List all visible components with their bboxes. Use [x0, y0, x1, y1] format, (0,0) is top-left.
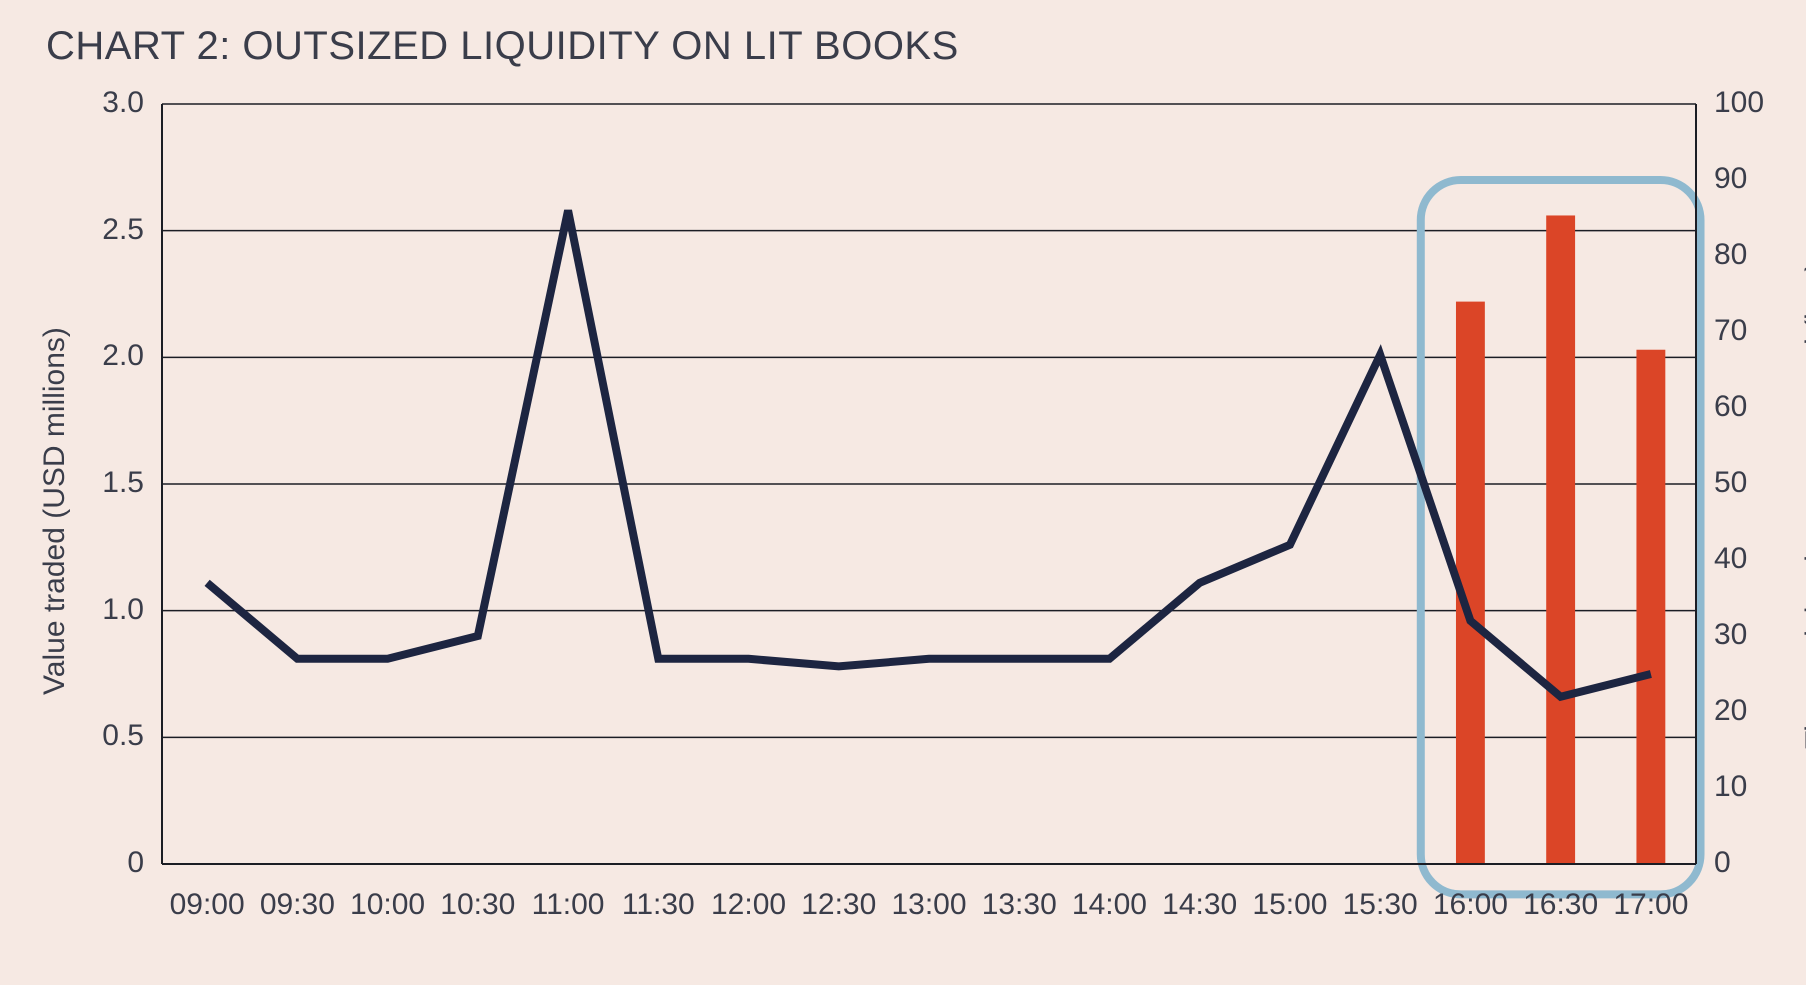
y-right-tick: 10 — [1714, 770, 1747, 804]
y-right-tick: 60 — [1714, 390, 1747, 424]
spread-line — [207, 210, 1651, 696]
y-left-tick: 1.0 — [102, 593, 144, 627]
x-tick: 09:30 — [252, 888, 342, 922]
x-tick: 14:30 — [1155, 888, 1245, 922]
x-tick: 13:30 — [974, 888, 1064, 922]
x-tick: 17:00 — [1606, 888, 1696, 922]
x-tick: 10:30 — [433, 888, 523, 922]
y-right-tick: 30 — [1714, 618, 1747, 652]
y-right-tick: 70 — [1714, 314, 1747, 348]
x-tick: 12:30 — [794, 888, 884, 922]
y-right-tick: 0 — [1714, 846, 1731, 880]
y-axis-right-label: Time weighted average spread (bps) — [1800, 262, 1806, 749]
y-right-tick: 90 — [1714, 162, 1747, 196]
line-series — [207, 210, 1651, 696]
x-tick: 14:00 — [1064, 888, 1154, 922]
x-tick: 16:30 — [1516, 888, 1606, 922]
x-tick: 11:30 — [613, 888, 703, 922]
x-tick: 15:00 — [1245, 888, 1335, 922]
y-right-tick: 40 — [1714, 542, 1747, 576]
y-left-tick: 1.5 — [102, 466, 144, 500]
y-left-tick: 2.5 — [102, 213, 144, 247]
bar — [1636, 350, 1665, 864]
x-tick: 13:00 — [884, 888, 974, 922]
x-tick: 09:00 — [162, 888, 252, 922]
x-tick: 15:30 — [1335, 888, 1425, 922]
x-tick: 11:00 — [523, 888, 613, 922]
y-left-tick: 0.5 — [102, 719, 144, 753]
y-right-tick: 100 — [1714, 86, 1764, 120]
bars-series — [1456, 215, 1665, 864]
y-right-tick: 80 — [1714, 238, 1747, 272]
chart-title: CHART 2: OUTSIZED LIQUIDITY ON LIT BOOKS — [46, 24, 959, 69]
plot-area — [162, 104, 1696, 864]
x-tick: 10:00 — [342, 888, 432, 922]
y-left-tick: 2.0 — [102, 339, 144, 373]
bar — [1546, 215, 1575, 864]
y-right-tick: 50 — [1714, 466, 1747, 500]
y-left-tick: 0 — [127, 846, 144, 880]
x-tick: 12:00 — [703, 888, 793, 922]
y-right-tick: 20 — [1714, 694, 1747, 728]
chart-canvas: CHART 2: OUTSIZED LIQUIDITY ON LIT BOOKS… — [0, 0, 1806, 985]
y-axis-left-label: Value traded (USD millions) — [38, 327, 72, 695]
x-tick: 16:00 — [1425, 888, 1515, 922]
y-left-tick: 3.0 — [102, 86, 144, 120]
